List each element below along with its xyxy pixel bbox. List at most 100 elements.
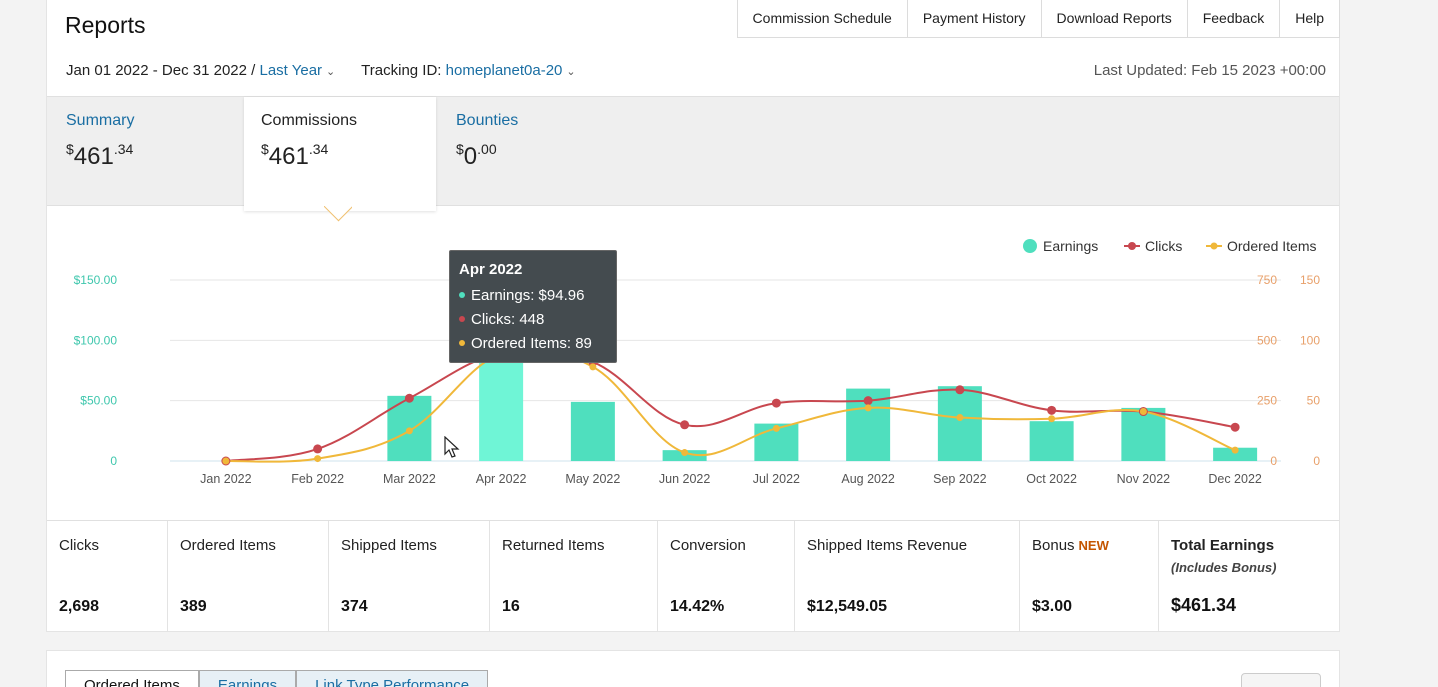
metric-label: Shipped Items Revenue bbox=[807, 537, 968, 554]
metric-label: Conversion bbox=[670, 537, 746, 554]
metric-shipped-revenue: Shipped Items Revenue $12,549.05 bbox=[795, 521, 1020, 632]
x-tick-label: Jun 2022 bbox=[659, 472, 710, 486]
tracking-id-dropdown[interactable]: homeplanet0a-20 bbox=[445, 62, 563, 79]
clicks-point bbox=[771, 398, 781, 408]
ordered-items-point bbox=[772, 424, 780, 432]
details-tabs: Ordered Items Earnings Link Type Perform… bbox=[65, 670, 489, 687]
x-tick-label: Nov 2022 bbox=[1117, 472, 1171, 486]
chart-svg: $150.00 750 150$100.00 500 100$50.00 250 500 0 0… bbox=[74, 238, 1321, 486]
clicks-point bbox=[863, 396, 873, 406]
metric-label: Shipped Items bbox=[341, 537, 437, 554]
clicks-point bbox=[955, 385, 965, 395]
clicks-point bbox=[404, 393, 414, 403]
x-tick-label: May 2022 bbox=[565, 472, 620, 486]
y-tick-right-clicks: 500 bbox=[1257, 333, 1277, 347]
metric-label: Bonus NEW bbox=[1032, 537, 1109, 554]
legend-earnings-marker bbox=[1023, 239, 1037, 253]
metric-shipped-items: Shipped Items 374 bbox=[329, 521, 490, 632]
metric-value: $461.34 bbox=[1171, 595, 1237, 615]
x-tick-label: Dec 2022 bbox=[1208, 472, 1262, 486]
mouse-pointer-icon bbox=[444, 436, 460, 458]
ordered-items-point bbox=[1048, 415, 1056, 423]
ordered-dot-icon bbox=[459, 340, 465, 346]
y-tick-right-clicks: 750 bbox=[1257, 273, 1277, 287]
tab-summary-amount: $461.34 bbox=[66, 141, 134, 170]
y-tick-left: $150.00 bbox=[74, 273, 118, 287]
x-tick-label: Apr 2022 bbox=[476, 472, 527, 486]
tab-link-type-performance[interactable]: Link Type Performance bbox=[296, 670, 489, 687]
payment-history-link[interactable]: Payment History bbox=[906, 0, 1041, 38]
tab-summary-label: Summary bbox=[66, 112, 135, 129]
clicks-dot-icon bbox=[459, 316, 465, 322]
details-card: Ordered Items Earnings Link Type Perform… bbox=[46, 650, 1340, 687]
ordered-items-point bbox=[314, 455, 322, 463]
x-tick-label: Aug 2022 bbox=[841, 472, 895, 486]
earnings-bar bbox=[479, 346, 524, 461]
tooltip-ordered: Ordered Items: 89 bbox=[471, 335, 592, 352]
metric-sublabel: (Includes Bonus) bbox=[1171, 560, 1277, 575]
clicks-point bbox=[1230, 422, 1240, 432]
clicks-point bbox=[680, 420, 690, 430]
commission-schedule-link[interactable]: Commission Schedule bbox=[736, 0, 907, 38]
page-title: Reports bbox=[65, 12, 146, 38]
ordered-items-point bbox=[1231, 446, 1239, 454]
legend-clicks-label: Clicks bbox=[1145, 238, 1182, 254]
tab-summary[interactable]: Summary $461.34 bbox=[66, 97, 236, 207]
ordered-items-point bbox=[589, 363, 597, 371]
y-tick-right-items: 100 bbox=[1300, 333, 1320, 347]
y-tick-right-items: 50 bbox=[1307, 394, 1321, 408]
report-filters: Jan 01 2022 - Dec 31 2022 / Last Year ⌄ T… bbox=[66, 62, 598, 79]
metric-value: $3.00 bbox=[1032, 598, 1073, 615]
tooltip-clicks: Clicks: 448 bbox=[471, 311, 545, 328]
metric-bonus: Bonus NEW $3.00 bbox=[1020, 521, 1159, 632]
metric-value: $12,549.05 bbox=[807, 598, 888, 615]
earnings-dot-icon bbox=[459, 292, 465, 298]
metric-label: Total Earnings bbox=[1171, 537, 1275, 554]
tooltip-earnings: Earnings: $94.96 bbox=[471, 287, 585, 304]
feedback-link[interactable]: Feedback bbox=[1186, 0, 1280, 38]
tab-earnings[interactable]: Earnings bbox=[198, 670, 297, 687]
earnings-bar bbox=[1121, 407, 1166, 461]
top-nav: Commission Schedule Payment History Down… bbox=[736, 0, 1340, 38]
chevron-down-icon[interactable]: ⌄ bbox=[566, 66, 576, 78]
ordered-items-point bbox=[681, 449, 689, 457]
pager-button[interactable] bbox=[1241, 673, 1321, 687]
x-tick-label: Jul 2022 bbox=[753, 472, 800, 486]
legend-ordered-marker bbox=[1210, 242, 1218, 250]
ordered-items-point bbox=[864, 404, 872, 412]
clicks-point bbox=[313, 444, 323, 454]
y-tick-right-clicks: 250 bbox=[1257, 394, 1277, 408]
x-tick-label: Mar 2022 bbox=[383, 472, 436, 486]
metric-conversion: Conversion 14.42% bbox=[658, 521, 795, 632]
x-tick-label: Jan 2022 bbox=[200, 472, 251, 486]
y-tick-left: 0 bbox=[110, 454, 117, 468]
ordered-items-point bbox=[1139, 408, 1147, 416]
earnings-bar bbox=[1213, 447, 1258, 461]
y-tick-right-items: 150 bbox=[1300, 273, 1320, 287]
period-dropdown[interactable]: Last Year bbox=[259, 62, 323, 79]
y-tick-left: $100.00 bbox=[74, 333, 118, 347]
metric-value: 374 bbox=[341, 598, 368, 615]
reports-card: Reports Commission Schedule Payment Hist… bbox=[46, 0, 1340, 632]
help-link[interactable]: Help bbox=[1279, 0, 1340, 38]
earnings-bar bbox=[570, 401, 615, 461]
tab-commissions[interactable]: Commissions $461.34 bbox=[244, 97, 436, 211]
tab-bounties-amount: $0.00 bbox=[456, 141, 497, 170]
clicks-line bbox=[225, 348, 1236, 462]
legend-clicks-marker bbox=[1128, 242, 1136, 250]
x-tick-label: Feb 2022 bbox=[291, 472, 344, 486]
metrics-row: Clicks 2,698 Ordered Items 389 Shipped I… bbox=[47, 520, 1339, 632]
clicks-point bbox=[1047, 405, 1057, 415]
download-reports-link[interactable]: Download Reports bbox=[1040, 0, 1187, 38]
x-tick-label: Sep 2022 bbox=[933, 472, 987, 486]
tab-bounties[interactable]: Bounties $0.00 bbox=[456, 97, 626, 207]
chevron-down-icon[interactable]: ⌄ bbox=[326, 66, 336, 78]
chart-tooltip: Apr 2022 Earnings: $94.96 Clicks: 448 Or… bbox=[449, 250, 617, 363]
x-tick-label: Oct 2022 bbox=[1026, 472, 1077, 486]
metric-value: 389 bbox=[180, 598, 207, 615]
metric-clicks: Clicks 2,698 bbox=[47, 521, 168, 632]
metric-label: Clicks bbox=[59, 537, 99, 554]
metric-returned-items: Returned Items 16 bbox=[490, 521, 658, 632]
tab-ordered-items[interactable]: Ordered Items bbox=[65, 670, 199, 687]
tab-commissions-label: Commissions bbox=[261, 112, 358, 129]
